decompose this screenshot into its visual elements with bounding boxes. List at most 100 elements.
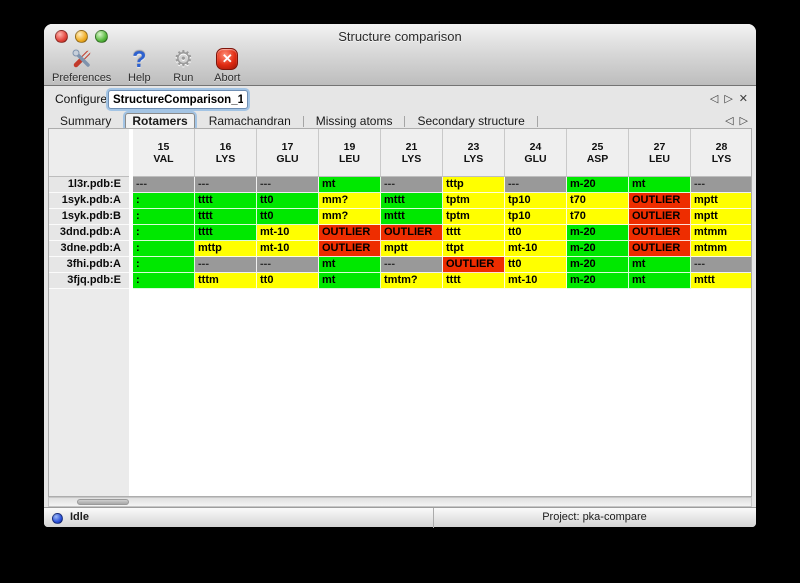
close-button[interactable] bbox=[55, 30, 68, 43]
rotamer-cell[interactable]: : bbox=[133, 241, 195, 257]
rotamer-cell[interactable]: mttt bbox=[381, 193, 443, 209]
rotamer-cell[interactable]: : bbox=[133, 273, 195, 289]
rotamer-cell[interactable]: tptm bbox=[443, 209, 505, 225]
rotamer-cell[interactable]: m-20 bbox=[567, 257, 629, 273]
rotamer-cell[interactable]: --- bbox=[381, 257, 443, 273]
column-header[interactable]: 19 LEU bbox=[319, 129, 381, 177]
row-label[interactable]: 3fjq.pdb:E bbox=[49, 273, 129, 289]
rotamer-cell[interactable]: --- bbox=[195, 177, 257, 193]
rotamer-cell[interactable]: mptt bbox=[381, 241, 443, 257]
rotamer-cell[interactable]: tptm bbox=[443, 193, 505, 209]
preferences-button[interactable]: Preferences bbox=[52, 46, 111, 86]
rotamer-cell[interactable]: OUTLIER bbox=[319, 241, 381, 257]
column-header[interactable]: 24 GLU bbox=[505, 129, 567, 177]
rotamer-cell[interactable]: : bbox=[133, 225, 195, 241]
rotamer-cell[interactable]: OUTLIER bbox=[629, 241, 691, 257]
rotamer-cell[interactable]: : bbox=[133, 193, 195, 209]
rotamer-cell[interactable]: : bbox=[133, 257, 195, 273]
rotamer-cell[interactable]: mt-10 bbox=[505, 241, 567, 257]
h-scrollbar-thumb[interactable] bbox=[77, 499, 129, 505]
rotamer-cell[interactable]: --- bbox=[691, 177, 751, 193]
row-label[interactable]: 3fhi.pdb:A bbox=[49, 257, 129, 273]
help-button[interactable]: ? Help bbox=[123, 46, 155, 86]
column-header[interactable]: 28 LYS bbox=[691, 129, 751, 177]
rotamer-cell[interactable]: tmtm? bbox=[381, 273, 443, 289]
rotamer-cell[interactable]: tt0 bbox=[257, 273, 319, 289]
column-header[interactable]: 27 LEU bbox=[629, 129, 691, 177]
next-config-icon[interactable]: ▷ bbox=[724, 93, 733, 105]
rotamer-cell[interactable]: t70 bbox=[567, 193, 629, 209]
column-header[interactable]: 23 LYS bbox=[443, 129, 505, 177]
rotamer-cell[interactable]: tp10 bbox=[505, 193, 567, 209]
rotamer-cell[interactable]: mt bbox=[319, 177, 381, 193]
rotamer-cell[interactable]: --- bbox=[257, 257, 319, 273]
column-header[interactable]: 25 ASP bbox=[567, 129, 629, 177]
rotamer-cell[interactable]: --- bbox=[133, 177, 195, 193]
rotamer-cell[interactable]: mtmm bbox=[691, 225, 751, 241]
tab-secondary-structure[interactable]: Secondary structure bbox=[417, 113, 525, 128]
rotamer-cell[interactable]: m-20 bbox=[567, 177, 629, 193]
rotamer-cell[interactable]: tttt bbox=[195, 193, 257, 209]
scroll-columns-left-icon[interactable]: ◁ bbox=[725, 115, 734, 127]
tab-ramachandran[interactable]: Ramachandran bbox=[208, 113, 291, 128]
minimize-button[interactable] bbox=[75, 30, 88, 43]
rotamer-cell[interactable]: --- bbox=[257, 177, 319, 193]
rotamer-cell[interactable]: mm? bbox=[319, 209, 381, 225]
rotamer-cell[interactable]: OUTLIER bbox=[629, 193, 691, 209]
rotamer-cell[interactable]: m-20 bbox=[567, 273, 629, 289]
rotamer-cell[interactable]: mttt bbox=[691, 273, 751, 289]
rotamer-cell[interactable]: tttt bbox=[443, 273, 505, 289]
rotamer-cell[interactable]: mptt bbox=[691, 209, 751, 225]
rotamer-cell[interactable]: t70 bbox=[567, 209, 629, 225]
rotamer-cell[interactable]: mt-10 bbox=[257, 241, 319, 257]
rotamer-cell[interactable]: mttp bbox=[195, 241, 257, 257]
rotamer-cell[interactable]: mt bbox=[629, 273, 691, 289]
column-header[interactable]: 15 VAL bbox=[133, 129, 195, 177]
rotamer-cell[interactable]: OUTLIER bbox=[319, 225, 381, 241]
rotamer-cell[interactable]: tttt bbox=[195, 209, 257, 225]
rotamer-cell[interactable]: mt bbox=[629, 177, 691, 193]
rotamer-cell[interactable]: tttp bbox=[443, 177, 505, 193]
rotamer-cell[interactable]: mt bbox=[629, 257, 691, 273]
row-label[interactable]: 1syk.pdb:A bbox=[49, 193, 129, 209]
rotamer-cell[interactable]: tt0 bbox=[505, 225, 567, 241]
run-button[interactable]: ⚙ Run bbox=[167, 46, 199, 86]
rotamer-cell[interactable]: mm? bbox=[319, 193, 381, 209]
rotamer-cell[interactable]: --- bbox=[691, 257, 751, 273]
rotamer-cell[interactable]: tttt bbox=[443, 225, 505, 241]
abort-button[interactable]: ✕ Abort bbox=[211, 46, 243, 86]
tab-missing-atoms[interactable]: Missing atoms bbox=[315, 113, 393, 128]
tab-rotamers[interactable]: Rotamers bbox=[125, 112, 195, 130]
row-label[interactable]: 1l3r.pdb:E bbox=[49, 177, 129, 193]
rotamer-cell[interactable]: : bbox=[133, 209, 195, 225]
rotamer-cell[interactable]: tp10 bbox=[505, 209, 567, 225]
rotamer-cell[interactable]: mtmm bbox=[691, 241, 751, 257]
horizontal-scrollbar[interactable] bbox=[48, 497, 752, 507]
zoom-button[interactable] bbox=[95, 30, 108, 43]
rotamer-cell[interactable]: --- bbox=[505, 177, 567, 193]
rotamer-cell[interactable]: OUTLIER bbox=[629, 209, 691, 225]
rotamer-cell[interactable]: OUTLIER bbox=[381, 225, 443, 241]
close-config-icon[interactable]: ✕ bbox=[738, 93, 748, 105]
scroll-columns-right-icon[interactable]: ▷ bbox=[739, 115, 748, 127]
prev-config-icon[interactable]: ◁ bbox=[709, 93, 719, 105]
rotamer-cell[interactable]: m-20 bbox=[567, 241, 629, 257]
rotamer-cell[interactable]: mptt bbox=[691, 193, 751, 209]
rotamer-cell[interactable]: tttm bbox=[195, 273, 257, 289]
row-label[interactable]: 1syk.pdb:B bbox=[49, 209, 129, 225]
tab-summary[interactable]: Summary bbox=[60, 113, 112, 128]
column-header[interactable]: 17 GLU bbox=[257, 129, 319, 177]
rotamer-cell[interactable]: mt-10 bbox=[257, 225, 319, 241]
rotamer-cell[interactable]: tttt bbox=[195, 225, 257, 241]
rotamer-cell[interactable]: tt0 bbox=[505, 257, 567, 273]
rotamer-cell[interactable]: tt0 bbox=[257, 193, 319, 209]
configuration-name-field[interactable] bbox=[108, 90, 248, 109]
rotamer-cell[interactable]: --- bbox=[381, 177, 443, 193]
row-label[interactable]: 3dnd.pdb:A bbox=[49, 225, 129, 241]
rotamer-cell[interactable]: mt bbox=[319, 257, 381, 273]
rotamer-cell[interactable]: tt0 bbox=[257, 209, 319, 225]
rotamer-cell[interactable]: mt bbox=[319, 273, 381, 289]
rotamer-cell[interactable]: ttpt bbox=[443, 241, 505, 257]
row-label[interactable]: 3dne.pdb:A bbox=[49, 241, 129, 257]
rotamer-cell[interactable]: --- bbox=[195, 257, 257, 273]
